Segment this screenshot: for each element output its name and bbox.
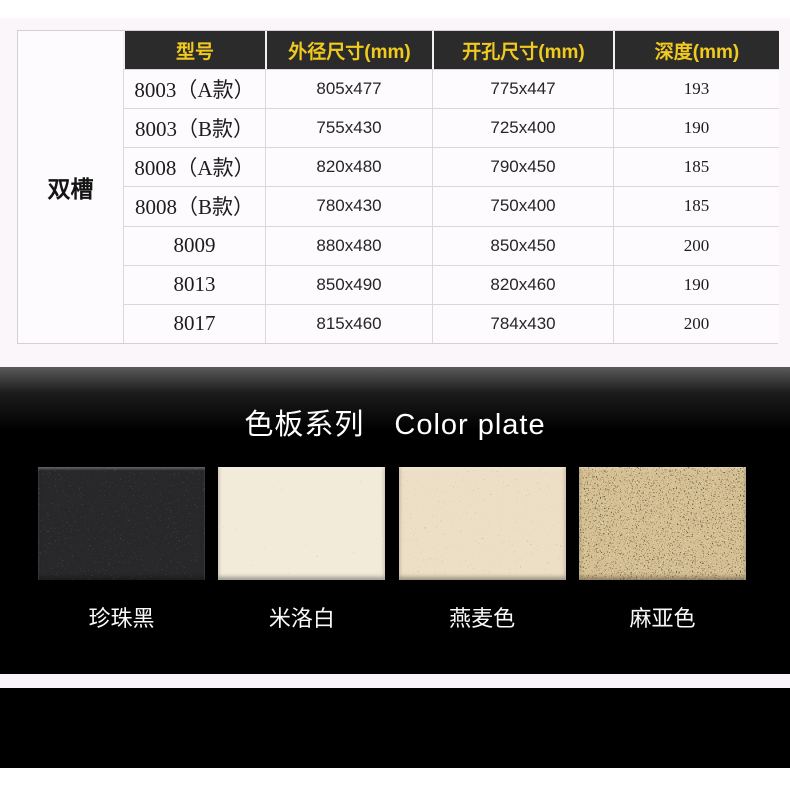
- swatch-label-maya: 麻亚色: [629, 606, 696, 631]
- model-cell: 8013: [123, 264, 265, 304]
- footer-strip: [0, 688, 790, 768]
- color-plate-title-cn: 色板系列: [244, 409, 365, 441]
- spec-table: 双槽 型号 外径尺寸(mm) 开孔尺寸(mm) 深度(mm) 8003（A款） …: [17, 30, 779, 344]
- color-plate-title-en: Color plate: [394, 409, 546, 441]
- depth-cell: 190: [613, 108, 779, 148]
- depth-cell: 190: [613, 264, 779, 304]
- swatch-label-row: 珍珠黑 米洛白 燕麦色 麻亚色: [0, 601, 790, 633]
- depth-cell: 200: [613, 303, 779, 343]
- column-header-outer-size: 外径尺寸(mm): [265, 31, 432, 69]
- spec-section: 双槽 型号 外径尺寸(mm) 开孔尺寸(mm) 深度(mm) 8003（A款） …: [0, 18, 790, 367]
- hole-size-cell: 820x460: [432, 264, 613, 304]
- depth-cell: 200: [613, 225, 779, 265]
- model-cell: 8008（B款）: [123, 186, 265, 226]
- column-header-model: 型号: [123, 31, 265, 69]
- depth-cell: 193: [613, 69, 779, 109]
- swatch-label-milo-white: 米洛白: [268, 606, 335, 631]
- swatch-label-oatmeal: 燕麦色: [449, 606, 516, 631]
- swatch-milo-white: [218, 467, 386, 580]
- color-plate-title: 色板系列 Color plate: [0, 367, 790, 443]
- outer-size-cell: 815x460: [265, 303, 432, 343]
- color-plate-section: 色板系列 Color plate 珍珠黑 米洛白 燕麦色 麻: [0, 367, 790, 674]
- divider-strip: [0, 674, 790, 688]
- model-cell: 8003（B款）: [123, 108, 265, 148]
- column-header-hole-size: 开孔尺寸(mm): [432, 31, 613, 69]
- outer-size-cell: 850x490: [265, 264, 432, 304]
- model-cell: 8009: [123, 225, 265, 265]
- sink-type-label: 双槽: [18, 31, 123, 343]
- swatch-pearl-black: [38, 467, 205, 580]
- outer-size-cell: 780x430: [265, 186, 432, 226]
- model-cell: 8017: [123, 303, 265, 343]
- model-cell: 8008（A款）: [123, 147, 265, 187]
- outer-size-cell: 755x430: [265, 108, 432, 148]
- swatch-label-pearl-black: 珍珠黑: [88, 606, 155, 631]
- hole-size-cell: 790x450: [432, 147, 613, 187]
- hole-size-cell: 784x430: [432, 303, 613, 343]
- hole-size-cell: 775x447: [432, 69, 613, 109]
- outer-size-cell: 820x480: [265, 147, 432, 187]
- model-cell: 8003（A款）: [123, 69, 265, 109]
- hole-size-cell: 725x400: [432, 108, 613, 148]
- depth-cell: 185: [613, 186, 779, 226]
- outer-size-cell: 805x477: [265, 69, 432, 109]
- swatch-oatmeal: [398, 467, 566, 580]
- hole-size-cell: 750x400: [432, 186, 613, 226]
- swatch-row: [0, 467, 790, 580]
- column-header-depth: 深度(mm): [613, 31, 779, 69]
- swatch-maya: [578, 467, 746, 580]
- outer-size-cell: 880x480: [265, 225, 432, 265]
- hole-size-cell: 850x450: [432, 225, 613, 265]
- depth-cell: 185: [613, 147, 779, 187]
